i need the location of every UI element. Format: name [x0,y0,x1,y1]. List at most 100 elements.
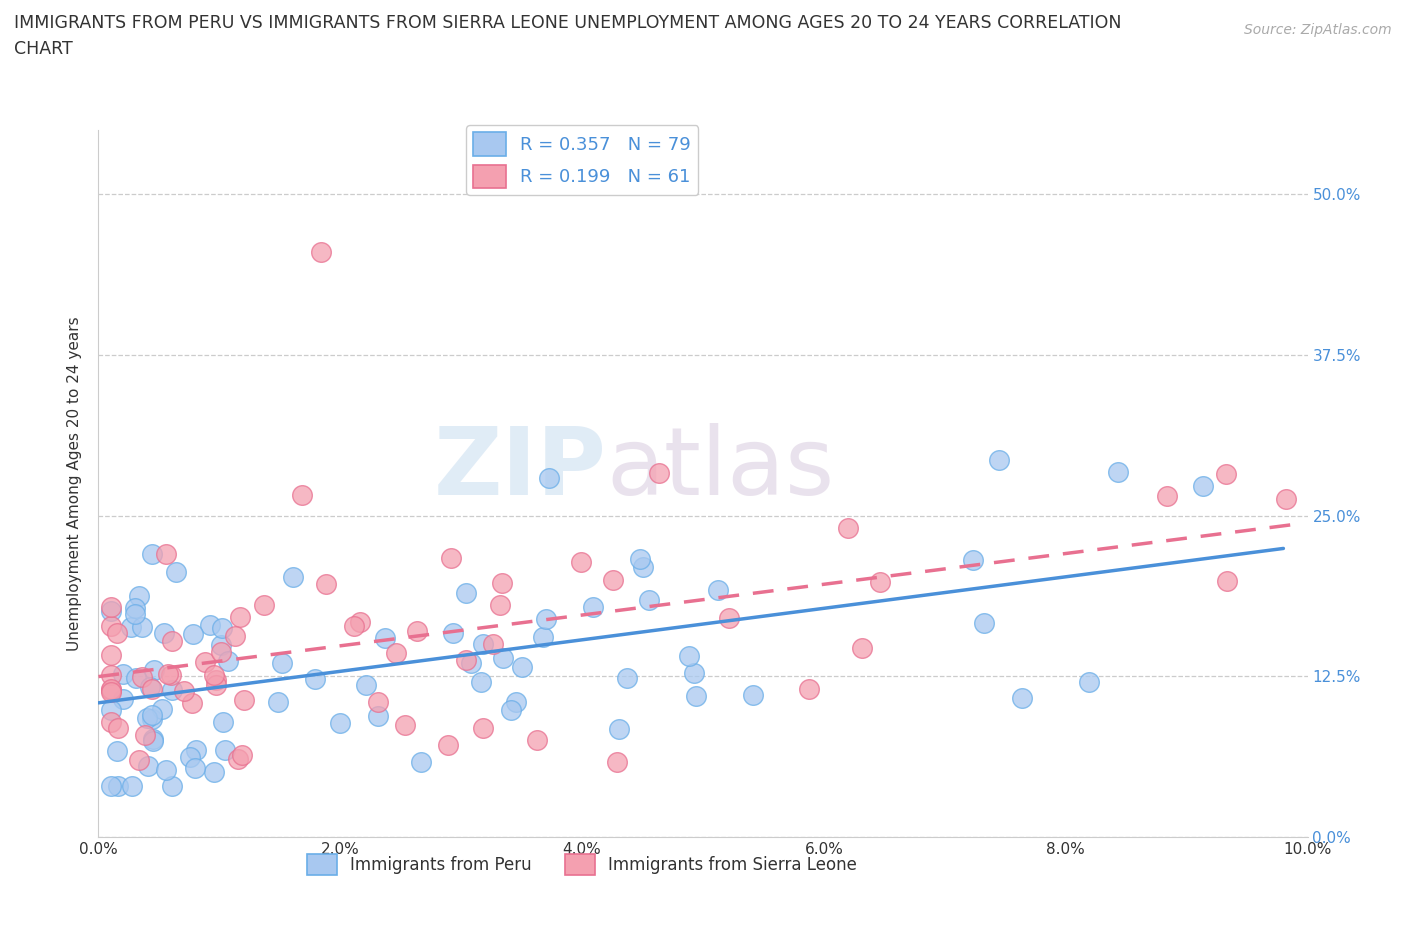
Point [141,708,163,723]
Point [973,616,995,631]
Point [142,733,165,748]
Point [105,744,128,759]
Point [194,655,217,670]
Point [409,754,432,769]
Point [1215,466,1237,481]
Point [456,586,478,601]
Point [385,645,408,660]
Point [441,625,464,640]
Point [489,598,512,613]
Point [492,650,515,665]
Point [153,626,176,641]
Point [685,689,707,704]
Point [180,696,202,711]
Point [470,674,492,689]
Point [160,683,183,698]
Point [100,682,122,697]
Point [270,656,292,671]
Point [125,671,148,685]
Point [534,612,557,627]
Point [100,618,122,633]
Point [606,755,628,770]
Point [159,668,181,683]
Point [628,551,651,566]
Point [179,750,201,764]
Point [112,667,135,682]
Text: Source: ZipAtlas.com: Source: ZipAtlas.com [1244,23,1392,37]
Point [460,656,482,671]
Point [142,731,165,746]
Point [374,631,396,645]
Point [173,684,195,698]
Point [869,575,891,590]
Point [121,778,143,793]
Point [100,778,122,793]
Point [472,637,495,652]
Point [100,714,122,729]
Point [100,702,122,717]
Point [217,654,239,669]
Point [499,702,522,717]
Point [742,688,765,703]
Point [209,644,232,659]
Point [211,620,233,635]
Point [406,623,429,638]
Point [329,716,352,731]
Point [582,600,605,615]
Point [988,452,1011,467]
Point [569,554,592,569]
Text: ZIP: ZIP [433,423,606,515]
Text: IMMIGRANTS FROM PERU VS IMMIGRANTS FROM SIERRA LEONE UNEMPLOYMENT AMONG AGES 20 : IMMIGRANTS FROM PERU VS IMMIGRANTS FROM … [14,14,1122,59]
Point [1156,488,1178,503]
Point [851,641,873,656]
Point [124,607,146,622]
Point [682,666,704,681]
Point [107,720,129,735]
Point [718,611,741,626]
Point [150,702,173,717]
Point [141,547,163,562]
Point [202,668,225,683]
Point [231,748,253,763]
Point [141,711,163,726]
Point [482,636,505,651]
Point [124,600,146,615]
Point [505,694,527,709]
Point [184,761,207,776]
Point [181,626,204,641]
Point [537,471,560,485]
Point [472,720,495,735]
Point [136,759,159,774]
Point [120,620,142,635]
Point [266,695,288,710]
Point [526,733,548,748]
Point [155,763,177,777]
Y-axis label: Unemployment Among Ages 20 to 24 years: Unemployment Among Ages 20 to 24 years [67,316,83,651]
Point [1078,674,1101,689]
Point [100,600,122,615]
Point [349,615,371,630]
Point [155,546,177,561]
Point [1011,690,1033,705]
Point [491,576,513,591]
Point [224,629,246,644]
Point [100,683,122,698]
Point [198,618,221,632]
Point [128,589,150,604]
Point [616,671,638,685]
Point [647,466,669,481]
Point [394,717,416,732]
Point [962,552,984,567]
Point [141,682,163,697]
Point [128,752,150,767]
Point [107,626,129,641]
Point [315,577,337,591]
Point [165,565,187,579]
Point [367,695,389,710]
Point [253,598,276,613]
Point [205,678,228,693]
Point [184,743,207,758]
Point [100,684,122,699]
Point [440,551,463,565]
Point [212,714,235,729]
